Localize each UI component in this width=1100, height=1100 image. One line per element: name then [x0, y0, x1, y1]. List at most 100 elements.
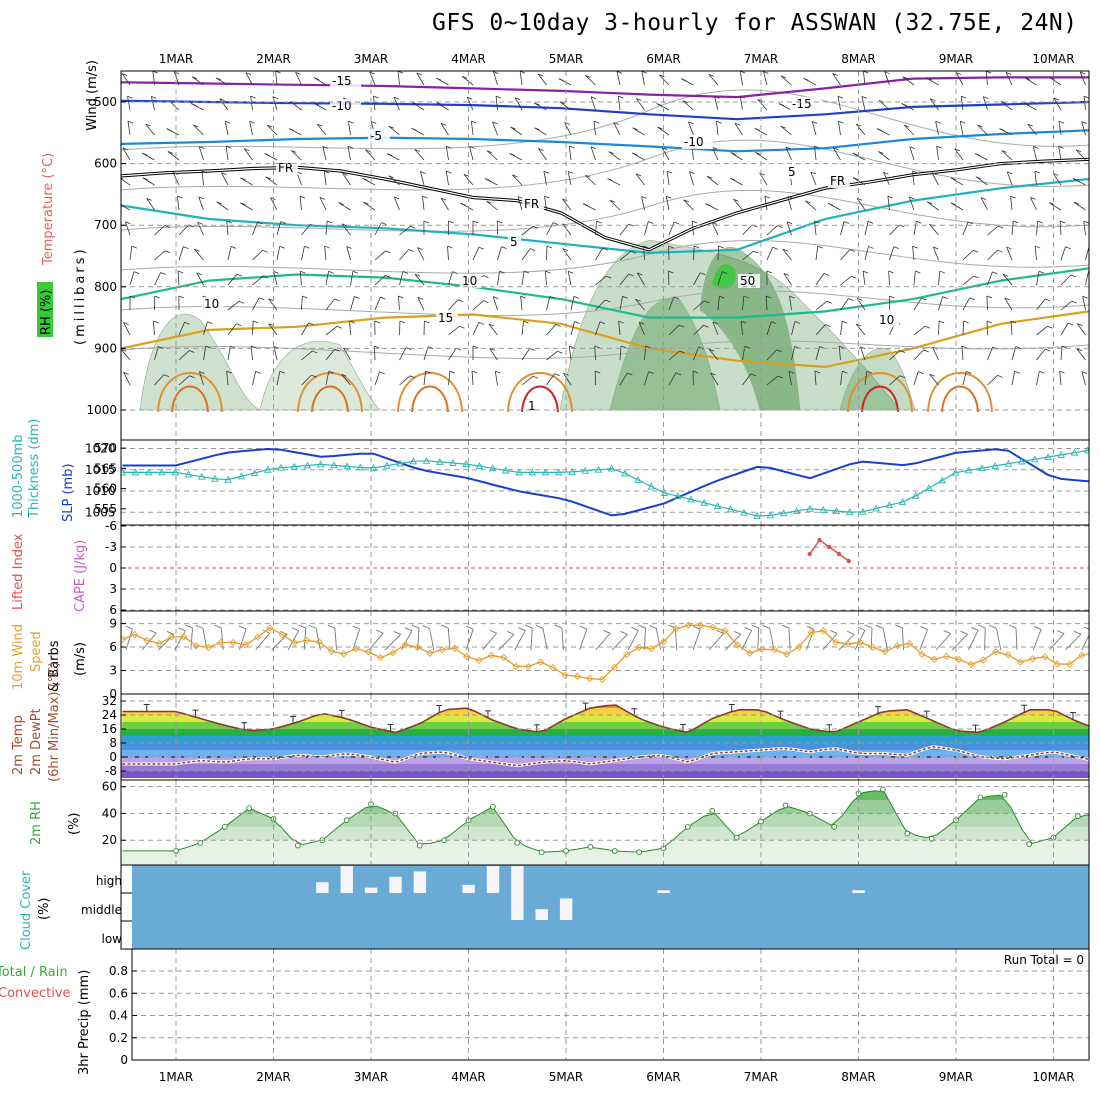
- wind-barb-flag: [582, 203, 589, 206]
- thickness-marker: [356, 463, 365, 471]
- wind-barb-flag: [1010, 320, 1017, 324]
- wind-barb: [1052, 173, 1062, 186]
- wind-barb: [1006, 171, 1013, 186]
- wind-barb-flag: [347, 145, 354, 149]
- wind-barb-flag: [569, 345, 575, 349]
- temp-label-2: 2m DewPt: [29, 708, 44, 775]
- wind-barb-flag: [422, 195, 428, 199]
- wind-barb-flag: [554, 624, 563, 629]
- tick-label: 32: [102, 694, 117, 708]
- wind-barb-flag: [240, 177, 246, 181]
- temp-band: [121, 764, 1089, 771]
- wind-barb: [787, 196, 792, 211]
- rh-point: [611, 848, 618, 854]
- wind-speed-point: [869, 643, 877, 651]
- wind-barb-flag: [884, 71, 890, 75]
- wind-speed-point: [893, 642, 901, 650]
- wind-barb: [611, 634, 628, 651]
- wind-barb-flag: [201, 170, 208, 174]
- top-day-label: 3MAR: [354, 52, 389, 66]
- wind-barb: [716, 121, 719, 136]
- wind-barb: [594, 345, 596, 361]
- wind-barb-flag: [523, 270, 530, 274]
- wind-barb-flag: [312, 350, 318, 354]
- wind-barb-flag: [153, 320, 159, 324]
- wind-barb-flag: [782, 248, 788, 252]
- tick-label: 900: [94, 341, 117, 355]
- wind-barb: [902, 76, 915, 86]
- wind-barb-flag: [1010, 195, 1016, 199]
- wind-barb-flag: [416, 72, 422, 76]
- tick-label: 0.6: [109, 986, 128, 1000]
- wind-barb: [266, 124, 278, 136]
- wind-barb: [514, 97, 523, 111]
- wind-barb-flag: [183, 246, 189, 250]
- wind-barb: [178, 246, 184, 261]
- wind-barb: [152, 71, 155, 86]
- wind-barb: [987, 346, 994, 361]
- cloud-panel: high middle low Cloud Cover (%): [19, 864, 1090, 950]
- wind-barb: [448, 325, 460, 336]
- wind-barb-flag: [887, 195, 894, 199]
- wind-barb-flag: [363, 201, 369, 205]
- wind-barb-flag: [530, 248, 536, 252]
- wind-barb: [666, 171, 670, 186]
- wind-barb-flag: [564, 122, 570, 125]
- wind-barb: [903, 124, 915, 136]
- wind-barb: [641, 196, 645, 211]
- wind-barb-flag: [718, 245, 724, 249]
- wind-barb: [193, 124, 204, 136]
- wind-barb-flag: [288, 128, 295, 131]
- contour-label-bg: [276, 161, 298, 175]
- wind-barb: [348, 121, 351, 136]
- thickness-marker: [1004, 459, 1013, 467]
- wind-barb-flag: [734, 122, 741, 126]
- wind-barb: [224, 121, 229, 136]
- wind-barb-flag: [755, 151, 761, 155]
- thickness-marker: [316, 460, 325, 468]
- wind-barb-flag: [270, 197, 276, 200]
- wind-barb-flag: [668, 245, 674, 249]
- wind-barb: [384, 634, 402, 651]
- wind-barb-flag: [273, 271, 279, 274]
- rh-point: [880, 786, 886, 793]
- wind-barb: [123, 322, 131, 336]
- cloud-bar-high: [413, 871, 427, 893]
- wind-barb-flag: [762, 625, 770, 629]
- wind-barb-flag: [936, 145, 942, 149]
- wind-barb-flag: [712, 321, 719, 325]
- wind-barb-flag: [1045, 348, 1051, 352]
- contour-label-bg: [202, 297, 224, 311]
- wind-barb: [368, 632, 384, 651]
- wind-barb-flag: [849, 249, 855, 252]
- wind-barb: [447, 628, 451, 651]
- rh-shading: [559, 239, 901, 411]
- thickness-marker: [779, 509, 788, 517]
- wind-barb-flag: [730, 177, 736, 181]
- wind-barb: [325, 271, 329, 286]
- wind-barb-flag: [764, 195, 770, 199]
- thickness-marker: [634, 476, 642, 483]
- wind-barb: [668, 372, 677, 386]
- wind-speed-point: [721, 627, 729, 635]
- tick-label: 560: [94, 482, 117, 496]
- wind-barb: [299, 196, 302, 211]
- wind-barb-flag: [785, 146, 792, 150]
- wind-barb: [932, 246, 939, 261]
- wind-barb: [1076, 348, 1086, 361]
- contour-label-bg: [877, 313, 899, 327]
- temp-band: [121, 722, 1089, 729]
- wind-barb-flag: [716, 120, 722, 124]
- wind-barb-flag: [300, 270, 306, 274]
- wind-barb-flag: [381, 222, 387, 225]
- wind-barb: [519, 71, 523, 86]
- wind-barb-flag: [422, 624, 430, 629]
- top-day-label: 2MAR: [256, 52, 291, 66]
- wind-barb: [814, 146, 817, 161]
- tick-label: 0.8: [109, 964, 128, 978]
- wind-barb-flag: [376, 629, 384, 634]
- wind-barb-flag: [167, 151, 174, 154]
- wind-barb-flag: [402, 271, 409, 274]
- wind-barb-flag: [848, 298, 854, 301]
- wind-barb: [374, 222, 382, 236]
